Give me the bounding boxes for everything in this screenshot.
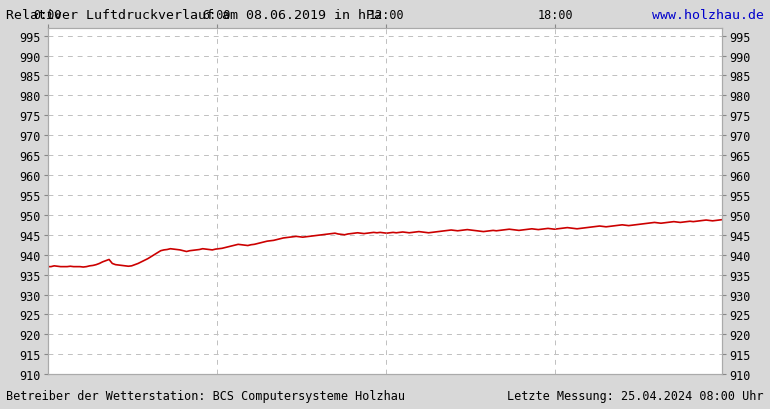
Text: www.holzhau.de: www.holzhau.de [652, 9, 764, 22]
Text: Betreiber der Wetterstation: BCS Computersysteme Holzhau: Betreiber der Wetterstation: BCS Compute… [6, 389, 405, 402]
Text: Relativer Luftdruckverlauf am 08.06.2019 in hPa: Relativer Luftdruckverlauf am 08.06.2019… [6, 9, 382, 22]
Text: Letzte Messung: 25.04.2024 08:00 Uhr: Letzte Messung: 25.04.2024 08:00 Uhr [507, 389, 764, 402]
